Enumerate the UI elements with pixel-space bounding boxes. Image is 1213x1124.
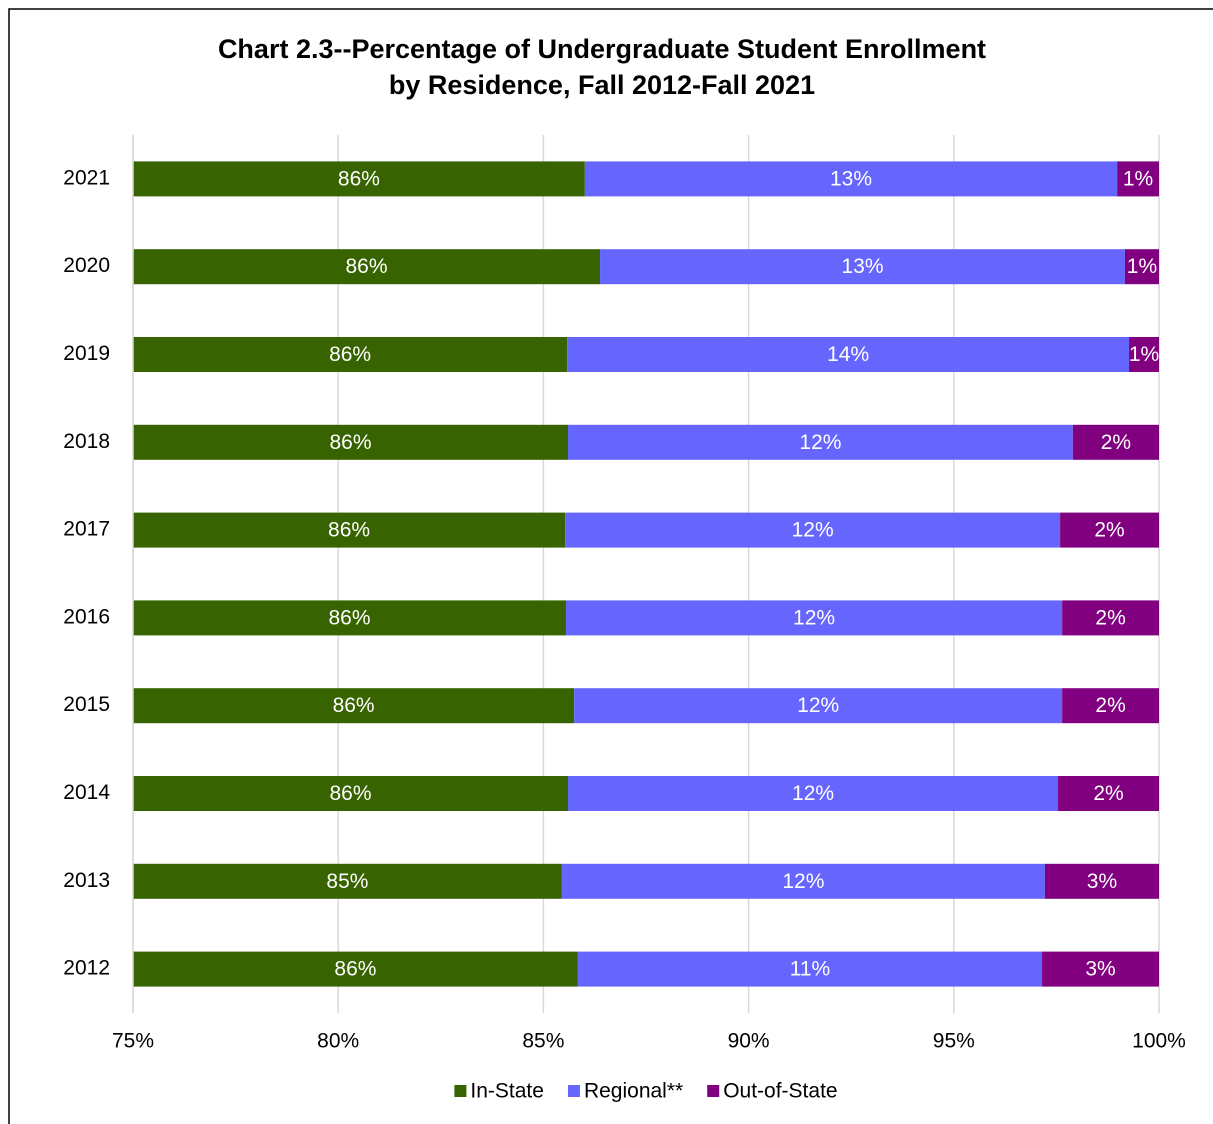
y-tick-label: 2016 [63, 605, 110, 628]
y-tick-label: 2018 [63, 430, 110, 453]
value-label: 12% [799, 431, 841, 454]
value-label: 86% [346, 255, 388, 278]
bar-segment [1044, 863, 1159, 899]
value-label: 13% [830, 167, 872, 190]
value-label: 11% [790, 958, 830, 981]
bar-segment [567, 337, 1130, 372]
value-label: 1% [1127, 255, 1157, 278]
bar-segment [133, 424, 569, 460]
value-label: 12% [782, 870, 824, 893]
legend-label: Out-of-State [723, 1080, 837, 1103]
x-tick-label: 90% [728, 1030, 770, 1053]
value-label: 86% [333, 694, 375, 717]
legend-swatch [567, 1085, 580, 1097]
bar-segment [1072, 424, 1159, 460]
bar-segment [1129, 337, 1159, 372]
bar-segment [568, 776, 1059, 811]
value-label: 12% [793, 606, 835, 629]
value-label: 3% [1085, 958, 1115, 981]
value-label: 14% [827, 343, 869, 366]
value-label: 86% [328, 606, 370, 629]
y-tick-label: 2013 [63, 869, 110, 892]
y-tick-label: 2021 [63, 166, 110, 189]
x-tick-label: 85% [522, 1030, 564, 1053]
value-label: 2% [1101, 431, 1131, 454]
y-tick-label: 2014 [63, 781, 110, 804]
bar-segment [600, 249, 1125, 285]
bar-segment [568, 424, 1073, 460]
bar-segment [133, 337, 568, 372]
bar-segment [1042, 951, 1159, 987]
value-label: 1% [1123, 167, 1153, 190]
bar-segment [133, 512, 566, 548]
x-tick-label: 80% [317, 1030, 359, 1053]
bar-segment [1058, 776, 1159, 811]
value-label: 3% [1087, 870, 1117, 893]
y-tick-label: 2020 [63, 254, 110, 277]
value-label: 86% [338, 167, 380, 190]
bar-segment [577, 951, 1043, 987]
value-label: 12% [792, 519, 834, 542]
bar-segment [133, 951, 578, 987]
y-tick-label: 2015 [63, 693, 110, 716]
legend-swatch [454, 1085, 467, 1097]
bar-segment [1060, 512, 1159, 548]
bar-segment [133, 776, 569, 811]
bar-segment [1117, 161, 1159, 197]
bar-segment [1062, 688, 1159, 724]
value-label: 2% [1095, 694, 1125, 717]
value-label: 86% [329, 343, 371, 366]
bar-segment [574, 688, 1063, 724]
value-label: 13% [841, 255, 883, 278]
y-tick-label: 2019 [63, 342, 110, 365]
value-label: 2% [1095, 606, 1125, 629]
chart-title: by Residence, Fall 2012-Fall 2021 [389, 70, 815, 100]
x-tick-label: 75% [112, 1030, 154, 1053]
bar-segment [1124, 249, 1159, 285]
value-label: 85% [326, 870, 368, 893]
legend-label: In-State [470, 1080, 544, 1103]
bar-segment [565, 512, 1061, 548]
value-label: 86% [334, 958, 376, 981]
value-label: 2% [1094, 519, 1124, 542]
legend-swatch [707, 1085, 720, 1097]
bar-segment [133, 161, 585, 197]
value-label: 12% [797, 694, 839, 717]
value-label: 2% [1093, 782, 1123, 805]
x-tick-label: 100% [1132, 1030, 1186, 1053]
bar-segment [1062, 600, 1159, 636]
bar-segment [133, 863, 562, 899]
bar-segment [133, 688, 575, 724]
bar-segment [133, 600, 566, 636]
bar-segment [584, 161, 1118, 197]
value-label: 86% [329, 782, 371, 805]
value-label: 12% [792, 782, 834, 805]
bar-segment [561, 863, 1045, 899]
y-tick-label: 2017 [63, 518, 110, 541]
legend-label: Regional** [584, 1080, 683, 1103]
x-tick-label: 95% [933, 1030, 975, 1053]
value-label: 1% [1129, 343, 1159, 366]
value-label: 86% [328, 519, 370, 542]
value-label: 86% [329, 431, 371, 454]
y-tick-label: 2012 [63, 957, 110, 980]
bar-segment [133, 249, 601, 285]
chart-title: Chart 2.3--Percentage of Undergraduate S… [218, 34, 986, 64]
bar-segment [565, 600, 1063, 636]
